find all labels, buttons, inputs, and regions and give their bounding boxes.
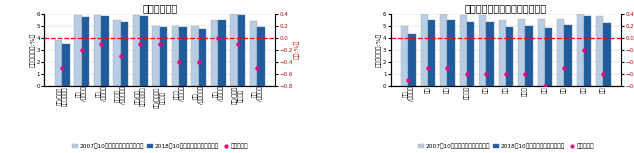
Point <box>481 73 491 75</box>
Bar <box>479 15 486 86</box>
Bar <box>152 26 160 86</box>
Y-axis label: （期待利回り:%）: （期待利回り:%） <box>376 33 382 67</box>
Bar <box>604 23 611 86</box>
Bar <box>191 26 199 86</box>
Bar <box>218 20 226 86</box>
Bar <box>238 15 245 86</box>
Point <box>443 66 453 69</box>
Point <box>115 54 126 57</box>
Point <box>155 43 165 45</box>
Bar <box>557 19 564 86</box>
Point <box>174 60 184 63</box>
Bar <box>576 14 584 86</box>
Bar <box>101 16 108 86</box>
Bar <box>428 20 436 86</box>
Bar <box>250 21 257 86</box>
Bar <box>408 34 416 86</box>
Bar <box>82 17 89 86</box>
Bar <box>526 26 533 86</box>
Bar <box>62 44 70 86</box>
Point <box>135 43 145 45</box>
Point <box>540 84 550 87</box>
Bar <box>120 22 128 86</box>
Point <box>194 60 204 63</box>
Point <box>559 66 569 69</box>
Bar <box>55 40 62 86</box>
Point <box>96 43 107 45</box>
Title: 賃貸マンション（ワンルーム）: 賃貸マンション（ワンルーム） <box>465 3 547 13</box>
Point <box>77 49 87 51</box>
Bar <box>584 16 592 86</box>
Point <box>501 73 511 75</box>
Point <box>252 66 262 69</box>
Bar <box>230 14 238 86</box>
Legend: 2007年10月の期待利回り（左軸）, 2018年10月の期待利回り（左軸）, 差（右軸）: 2007年10月の期待利回り（左軸）, 2018年10月の期待利回り（左軸）, … <box>416 141 596 151</box>
Bar <box>401 26 408 86</box>
Bar <box>94 15 101 86</box>
Bar <box>538 19 545 86</box>
Bar <box>448 20 455 86</box>
Bar <box>199 29 206 86</box>
Bar <box>133 15 140 86</box>
Bar <box>545 28 552 86</box>
Bar <box>460 15 467 86</box>
Point <box>233 43 243 45</box>
Bar <box>172 26 179 86</box>
Bar <box>257 27 264 86</box>
Point <box>521 73 531 75</box>
Bar <box>113 20 120 86</box>
Bar <box>506 27 514 86</box>
Y-axis label: （差:%）: （差:%） <box>294 40 300 59</box>
Bar <box>518 19 526 86</box>
Bar <box>564 24 572 86</box>
Point <box>423 66 433 69</box>
Bar <box>486 22 494 86</box>
Y-axis label: （期待利回り:%）: （期待利回り:%） <box>30 33 36 67</box>
Bar <box>440 14 448 86</box>
Point <box>579 49 589 51</box>
Title: オフィスビル: オフィスビル <box>142 3 178 13</box>
Bar <box>211 20 218 86</box>
Bar <box>467 22 474 86</box>
Bar <box>160 27 167 86</box>
Legend: 2007年10月の期待利回り（左軸）, 2018年10月の期待利回り（左軸）, 差（右軸）: 2007年10月の期待利回り（左軸）, 2018年10月の期待利回り（左軸）, … <box>70 141 250 151</box>
Point <box>57 66 67 69</box>
Bar <box>140 16 148 86</box>
Point <box>213 37 223 39</box>
Bar <box>596 16 604 86</box>
Bar <box>498 20 506 86</box>
Bar <box>179 27 186 86</box>
Bar <box>74 15 82 86</box>
Point <box>598 73 609 75</box>
Bar <box>420 14 428 86</box>
Point <box>462 73 472 75</box>
Point <box>403 78 413 81</box>
